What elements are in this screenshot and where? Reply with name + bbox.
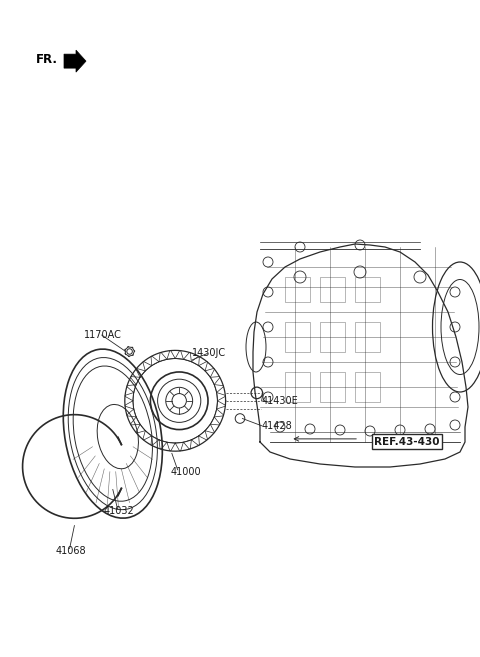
Text: 41068: 41068 — [55, 545, 86, 556]
Text: 41430E: 41430E — [262, 396, 299, 406]
Bar — [355, 372, 380, 402]
Bar — [320, 372, 345, 402]
Bar — [320, 322, 345, 352]
Text: 41428: 41428 — [262, 420, 292, 431]
Text: 41032: 41032 — [103, 506, 134, 516]
Bar — [320, 277, 345, 302]
Text: 1170AC: 1170AC — [84, 330, 122, 340]
Bar — [285, 322, 310, 352]
Bar — [285, 277, 310, 302]
Text: 1430JC: 1430JC — [192, 348, 226, 359]
Text: FR.: FR. — [36, 53, 58, 66]
Text: 41000: 41000 — [170, 466, 201, 477]
Polygon shape — [64, 50, 86, 72]
Bar — [285, 372, 310, 402]
Bar — [355, 322, 380, 352]
Text: REF.43-430: REF.43-430 — [374, 436, 440, 447]
Bar — [355, 277, 380, 302]
